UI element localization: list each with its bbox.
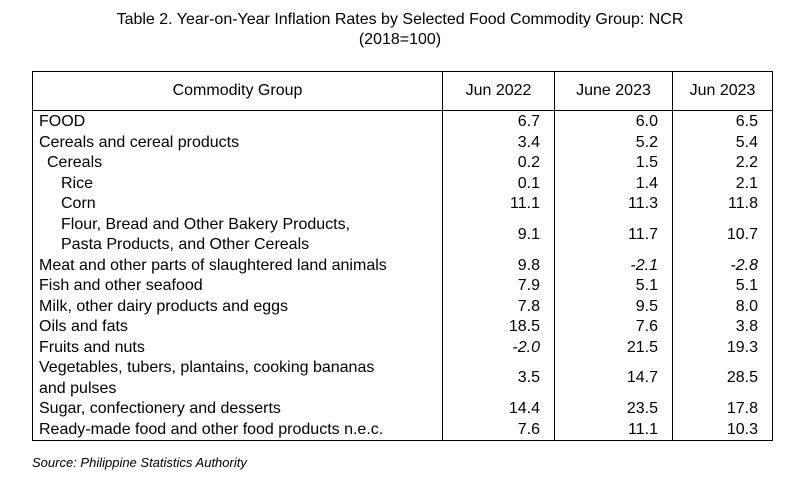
commodity-label: Fish and other seafood xyxy=(32,276,443,297)
rate-value: 21.5 xyxy=(554,337,673,358)
table-row: Sugar, confectionery and desserts 14.4 23.… xyxy=(32,399,773,420)
rate-value: 9.5 xyxy=(554,296,673,317)
rate-value: 28.5 xyxy=(672,358,773,399)
rate-value: 14.7 xyxy=(554,358,673,399)
rate-value: 18.5 xyxy=(442,317,555,338)
title-line-1: Table 2. Year-on-Year Inflation Rates by… xyxy=(116,11,684,28)
table-row: Fish and other seafood 7.9 5.1 5.1 xyxy=(32,276,773,297)
table-row: Meat and other parts of slaughtered land… xyxy=(32,255,773,276)
table-body: FOOD 6.7 6.0 6.5 Cereals and cereal products… xyxy=(32,110,773,441)
commodity-label-line: Cereals xyxy=(47,154,103,171)
rate-value: 5.4 xyxy=(672,132,773,153)
header-jun-2023: Jun 2023 xyxy=(672,71,773,111)
commodity-label: Sugar, confectionery and desserts xyxy=(32,399,443,420)
commodity-label-line: Cereals and cereal products xyxy=(39,133,240,151)
rate-value: 7.6 xyxy=(442,419,555,441)
rate-value: 11.8 xyxy=(672,194,773,215)
table-title: Table 2. Year-on-Year Inflation Rates by… xyxy=(0,10,800,50)
commodity-label: FOOD xyxy=(32,110,443,133)
rate-value: 17.8 xyxy=(672,399,773,420)
commodity-label-line: Fish and other seafood xyxy=(39,277,203,294)
title-line-2: (2018=100) xyxy=(358,31,442,48)
rate-value: 3.8 xyxy=(672,317,773,338)
commodity-label-line: Flour, Bread and Other Bakery Products, xyxy=(61,215,351,233)
header-jun-2022: Jun 2022 xyxy=(442,71,555,111)
rate-value: 23.5 xyxy=(554,399,673,420)
commodity-label: Rice xyxy=(32,173,443,194)
rate-value: 1.4 xyxy=(554,173,673,194)
rate-value: 6.5 xyxy=(672,110,773,133)
rate-value: 7.9 xyxy=(442,276,555,297)
commodity-label-line: Oils and fats xyxy=(39,318,128,335)
inflation-table: Commodity Group Jun 2022 June 2023 Jun 2… xyxy=(32,71,773,441)
header-row: Commodity Group Jun 2022 June 2023 Jun 2… xyxy=(32,71,773,111)
commodity-label-line: FOOD xyxy=(39,113,86,130)
rate-value: 0.1 xyxy=(442,173,555,194)
rate-value: 7.8 xyxy=(442,296,555,317)
commodity-label-line: Ready-made food and other food products … xyxy=(39,420,384,438)
table-row: Cereals 0.2 1.5 2.2 xyxy=(32,153,773,174)
table-row: Rice 0.1 1.4 2.1 xyxy=(32,173,773,194)
commodity-label-line: Pasta Products, and Other Cereals xyxy=(61,236,310,253)
rate-value: 3.5 xyxy=(442,358,555,399)
commodity-label: Cereals xyxy=(32,153,443,174)
commodity-label-line: Milk, other dairy products and eggs xyxy=(39,297,289,315)
rate-value: 6.0 xyxy=(554,110,673,133)
table-header: Commodity Group Jun 2022 June 2023 Jun 2… xyxy=(32,71,773,111)
commodity-label-line: Vegetables, tubers, plantains, cooking b… xyxy=(39,359,375,376)
rate-value: 14.4 xyxy=(442,399,555,420)
rate-value: 0.2 xyxy=(442,153,555,174)
commodity-label-line: Meat and other parts of slaughtered land… xyxy=(39,256,387,274)
commodity-label: Oils and fats xyxy=(32,317,443,338)
table-row: Ready-made food and other food products … xyxy=(32,419,773,441)
table-row: FOOD 6.7 6.0 6.5 xyxy=(32,110,773,133)
rate-value: 5.1 xyxy=(554,276,673,297)
commodity-label-line: and pulses xyxy=(39,379,117,397)
commodity-label: Fruits and nuts xyxy=(32,337,443,358)
rate-value: 7.6 xyxy=(554,317,673,338)
rate-value: 19.3 xyxy=(672,337,773,358)
rate-value: 5.2 xyxy=(554,132,673,153)
commodity-label-line: Rice xyxy=(61,174,94,192)
table-row: Cereals and cereal products 3.4 5.2 5.4 xyxy=(32,132,773,153)
table-row: Milk, other dairy products and eggs 7.8 9.… xyxy=(32,296,773,317)
rate-value: 11.1 xyxy=(442,194,555,215)
rate-value: 3.4 xyxy=(442,132,555,153)
source-note: Source: Philippine Statistics Authority xyxy=(32,455,247,470)
commodity-label-line: Fruits and nuts xyxy=(39,338,145,356)
commodity-label: Meat and other parts of slaughtered land… xyxy=(32,255,443,276)
table-row: Vegetables, tubers, plantains, cooking b… xyxy=(32,358,773,399)
rate-value: 6.7 xyxy=(442,110,555,133)
table-row: Corn 11.1 11.3 11.8 xyxy=(32,194,773,215)
table-row: Fruits and nuts -2.0 21.5 19.3 xyxy=(32,337,773,358)
commodity-label: Cereals and cereal products xyxy=(32,132,443,153)
rate-value: 1.5 xyxy=(554,153,673,174)
table-row: Oils and fats 18.5 7.6 3.8 xyxy=(32,317,773,338)
commodity-label: Corn xyxy=(32,194,443,215)
commodity-label: Vegetables, tubers, plantains, cooking b… xyxy=(32,358,443,399)
rate-value: 10.7 xyxy=(672,214,773,256)
rate-value: 11.1 xyxy=(554,419,673,441)
rate-value: 9.8 xyxy=(442,255,555,276)
rate-value: 8.0 xyxy=(672,296,773,317)
commodity-label: Ready-made food and other food products … xyxy=(32,419,443,441)
commodity-label: Flour, Bread and Other Bakery Products, P… xyxy=(32,214,443,256)
rate-value: 5.1 xyxy=(672,276,773,297)
rate-value: 11.7 xyxy=(554,214,673,256)
header-commodity-group: Commodity Group xyxy=(32,71,443,111)
rate-value: -2.0 xyxy=(442,337,555,358)
header-june-2023: June 2023 xyxy=(554,71,673,111)
rate-value: 11.3 xyxy=(554,194,673,215)
rate-value: -2.1 xyxy=(554,255,673,276)
rate-value: 9.1 xyxy=(442,214,555,256)
commodity-label-line: Corn xyxy=(61,195,96,212)
rate-value: 10.3 xyxy=(672,419,773,441)
rate-value: -2.8 xyxy=(672,255,773,276)
table-row: Flour, Bread and Other Bakery Products, P… xyxy=(32,214,773,256)
commodity-label: Milk, other dairy products and eggs xyxy=(32,296,443,317)
commodity-label-line: Sugar, confectionery and desserts xyxy=(39,400,281,417)
rate-value: 2.2 xyxy=(672,153,773,174)
rate-value: 2.1 xyxy=(672,173,773,194)
